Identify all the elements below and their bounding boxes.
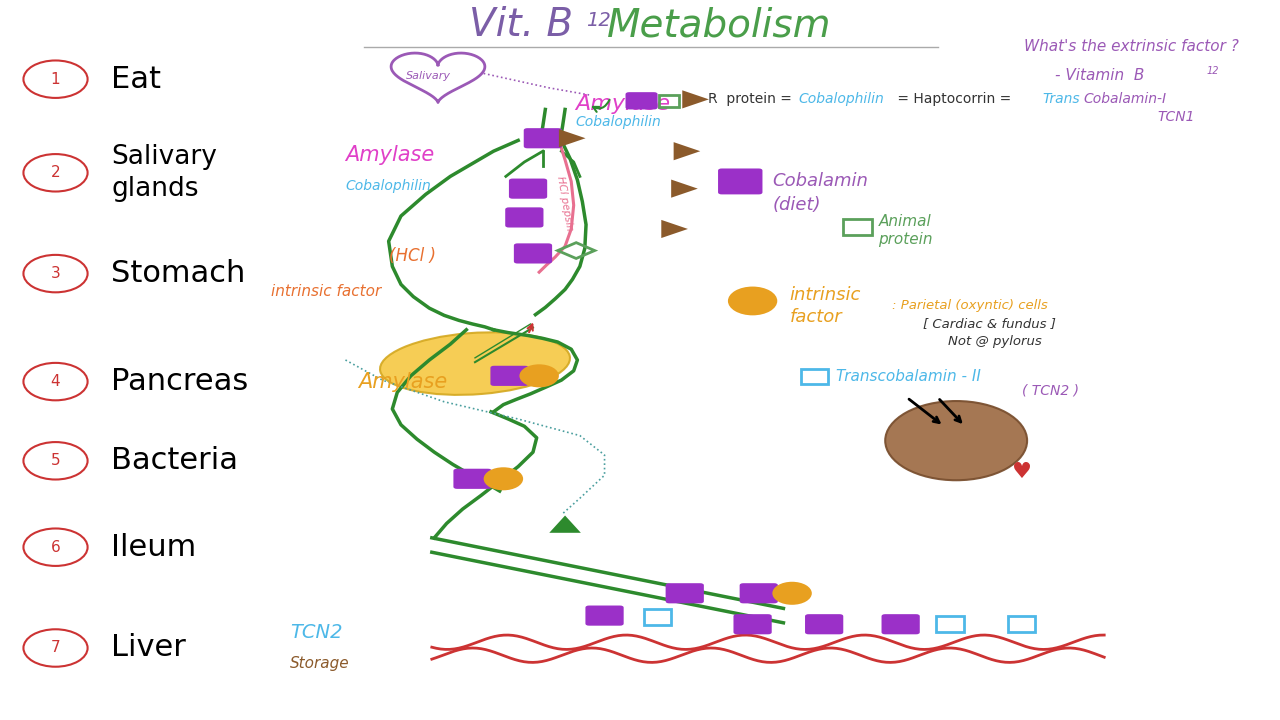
Text: TCN2: TCN2 <box>291 623 343 642</box>
Text: 1: 1 <box>51 72 60 86</box>
Text: Cobalophilin: Cobalophilin <box>346 179 431 193</box>
FancyBboxPatch shape <box>585 606 623 626</box>
Bar <box>1007 616 1036 632</box>
Text: protein: protein <box>878 232 933 246</box>
Text: 2: 2 <box>51 166 60 180</box>
Text: Storage: Storage <box>291 657 349 671</box>
Text: 3: 3 <box>51 266 60 281</box>
Text: Cobalamin-I: Cobalamin-I <box>1083 92 1166 107</box>
Text: Cobalamin: Cobalamin <box>772 173 868 191</box>
Circle shape <box>520 364 559 387</box>
Text: Metabolism: Metabolism <box>607 6 832 44</box>
Circle shape <box>728 287 777 315</box>
Polygon shape <box>682 90 709 109</box>
Text: Amylase: Amylase <box>358 372 447 392</box>
FancyBboxPatch shape <box>626 92 658 109</box>
Text: Cobalophilin: Cobalophilin <box>575 115 660 130</box>
Text: Trans: Trans <box>1042 92 1080 107</box>
Text: Not @ pylorus: Not @ pylorus <box>947 335 1042 348</box>
Text: factor: factor <box>790 308 842 325</box>
Bar <box>659 95 678 107</box>
Text: Animal: Animal <box>878 214 931 228</box>
Text: 12: 12 <box>1207 66 1219 76</box>
FancyBboxPatch shape <box>805 614 844 634</box>
Text: Cobalophilin: Cobalophilin <box>799 92 884 107</box>
Polygon shape <box>662 220 687 238</box>
Text: Bacteria: Bacteria <box>111 446 238 475</box>
Text: intrinsic factor: intrinsic factor <box>271 284 381 299</box>
Text: : Parietal (oxyntic) cells: : Parietal (oxyntic) cells <box>892 299 1048 312</box>
Text: Stomach: Stomach <box>111 259 246 288</box>
Text: 7: 7 <box>51 641 60 655</box>
Text: = Haptocorrin =: = Haptocorrin = <box>893 92 1016 107</box>
Text: Pancreas: Pancreas <box>111 367 248 396</box>
Bar <box>844 219 872 235</box>
Text: ( TCN2 ): ( TCN2 ) <box>1021 383 1079 397</box>
Text: 12: 12 <box>586 11 611 30</box>
Ellipse shape <box>886 401 1027 480</box>
Text: (HCl ): (HCl ) <box>389 247 435 265</box>
Text: 6: 6 <box>51 540 60 554</box>
FancyBboxPatch shape <box>509 179 547 199</box>
FancyBboxPatch shape <box>740 583 778 603</box>
Text: Vit. B: Vit. B <box>468 6 573 44</box>
FancyBboxPatch shape <box>882 614 920 634</box>
Text: Salivary
glands: Salivary glands <box>111 144 216 202</box>
Text: HCl pepsin: HCl pepsin <box>556 175 575 231</box>
Text: Liver: Liver <box>111 634 186 662</box>
Text: - Vitamin  B: - Vitamin B <box>1055 68 1144 83</box>
FancyBboxPatch shape <box>718 168 763 194</box>
Text: ♥: ♥ <box>1011 462 1032 482</box>
Polygon shape <box>549 516 581 533</box>
Text: Eat: Eat <box>111 65 161 94</box>
Text: Transcobalamin - II: Transcobalamin - II <box>837 369 982 384</box>
Bar <box>801 369 828 384</box>
Circle shape <box>772 582 812 605</box>
FancyBboxPatch shape <box>506 207 544 228</box>
Polygon shape <box>559 129 585 148</box>
Text: 5: 5 <box>51 454 60 468</box>
FancyBboxPatch shape <box>524 128 562 148</box>
Text: 4: 4 <box>51 374 60 389</box>
Polygon shape <box>671 179 698 198</box>
Circle shape <box>484 467 524 490</box>
FancyBboxPatch shape <box>513 243 552 264</box>
FancyBboxPatch shape <box>733 614 772 634</box>
Text: Amylase: Amylase <box>346 145 435 165</box>
Text: Ileum: Ileum <box>111 533 196 562</box>
Text: [ Cardiac & fundus ]: [ Cardiac & fundus ] <box>923 317 1056 330</box>
FancyBboxPatch shape <box>453 469 492 489</box>
Text: Salivary: Salivary <box>406 71 451 81</box>
Text: (diet): (diet) <box>772 197 820 215</box>
Text: What's the extrinsic factor ?: What's the extrinsic factor ? <box>1024 40 1239 54</box>
Text: intrinsic: intrinsic <box>790 287 861 305</box>
FancyBboxPatch shape <box>666 583 704 603</box>
Text: R  protein =: R protein = <box>708 92 796 107</box>
Bar <box>644 609 671 625</box>
Text: TCN1: TCN1 <box>1157 110 1194 125</box>
Bar <box>937 616 964 632</box>
Polygon shape <box>673 142 700 161</box>
FancyBboxPatch shape <box>490 366 529 386</box>
Ellipse shape <box>380 333 570 395</box>
Text: Amylase: Amylase <box>575 94 669 114</box>
